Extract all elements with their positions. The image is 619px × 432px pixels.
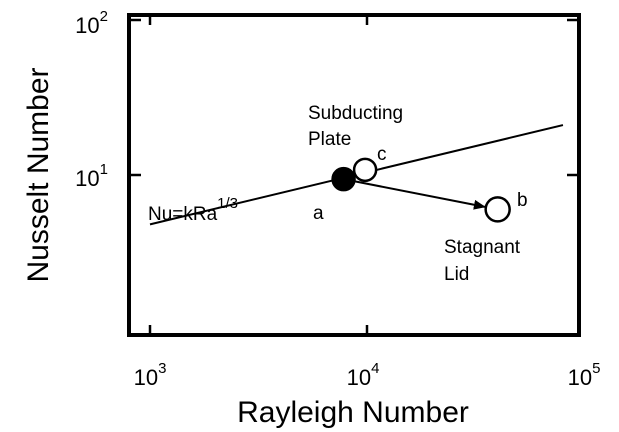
y-tick-labels: 101 102 (75, 8, 108, 191)
x-tick-label-100000: 105 (568, 360, 601, 390)
x-tick-label-1000: 103 (134, 360, 167, 390)
subducting-plate-label-line1: Subducting (308, 103, 403, 124)
subducting-plate-label-line2: Plate (308, 129, 351, 150)
y-tick-label-100: 102 (75, 8, 108, 38)
x-tick-labels: 103 104 105 (134, 360, 601, 390)
x-axis-title: Rayleigh Number (237, 396, 469, 429)
stagnant-lid-label-line1: Stagnant (444, 237, 521, 258)
point-c-label: c (377, 144, 387, 165)
y-tick-label-10: 101 (75, 161, 108, 191)
point-b-label: b (517, 190, 528, 211)
tick-marks (129, 15, 579, 335)
point-b (484, 196, 511, 223)
point-c (352, 157, 378, 183)
fit-line-label: Nu=kRa1/3 (148, 195, 238, 225)
stagnant-lid-label-line2: Lid (444, 264, 469, 285)
y-axis-title: Nusselt Number (22, 67, 55, 282)
point-a (331, 166, 356, 192)
arrow-a-to-b (354, 180, 486, 210)
x-tick-label-10000: 104 (347, 360, 380, 390)
point-a-label: a (313, 203, 324, 224)
